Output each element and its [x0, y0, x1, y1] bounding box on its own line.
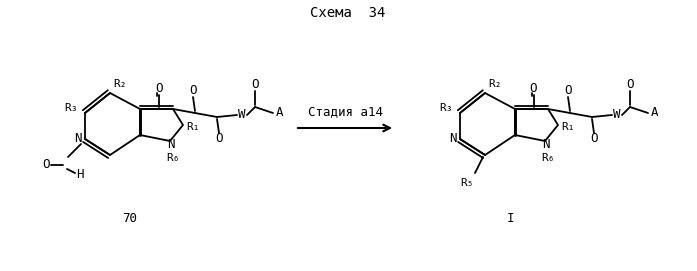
Text: Схема  34: Схема 34: [310, 6, 385, 20]
Text: R₆: R₆: [542, 153, 555, 163]
Text: O: O: [155, 82, 162, 95]
Text: I: I: [506, 212, 514, 225]
Text: R₃: R₃: [64, 103, 78, 113]
Text: O: O: [251, 79, 259, 92]
Text: O: O: [565, 85, 572, 98]
Text: R₅: R₅: [460, 178, 474, 188]
Text: W: W: [613, 108, 621, 121]
Text: O: O: [590, 133, 598, 146]
Text: R₃: R₃: [439, 103, 453, 113]
Text: Стадия а14: Стадия а14: [307, 105, 383, 118]
Text: O: O: [530, 82, 537, 95]
Text: R₂: R₂: [489, 79, 502, 89]
Text: A: A: [276, 107, 284, 120]
Text: A: A: [651, 107, 659, 120]
Text: 70: 70: [123, 212, 137, 225]
Text: W: W: [238, 108, 246, 121]
Text: O: O: [626, 79, 634, 92]
Text: R₁: R₁: [561, 122, 575, 132]
Text: O: O: [43, 159, 49, 172]
Text: N: N: [450, 131, 457, 144]
Text: O: O: [190, 85, 197, 98]
Text: N: N: [75, 131, 82, 144]
Text: R₁: R₁: [186, 122, 200, 132]
Text: N: N: [167, 138, 175, 151]
Text: N: N: [542, 138, 550, 151]
Text: O: O: [215, 133, 223, 146]
Text: R₂: R₂: [113, 79, 127, 89]
Text: H: H: [76, 169, 84, 182]
Text: R₆: R₆: [167, 153, 180, 163]
